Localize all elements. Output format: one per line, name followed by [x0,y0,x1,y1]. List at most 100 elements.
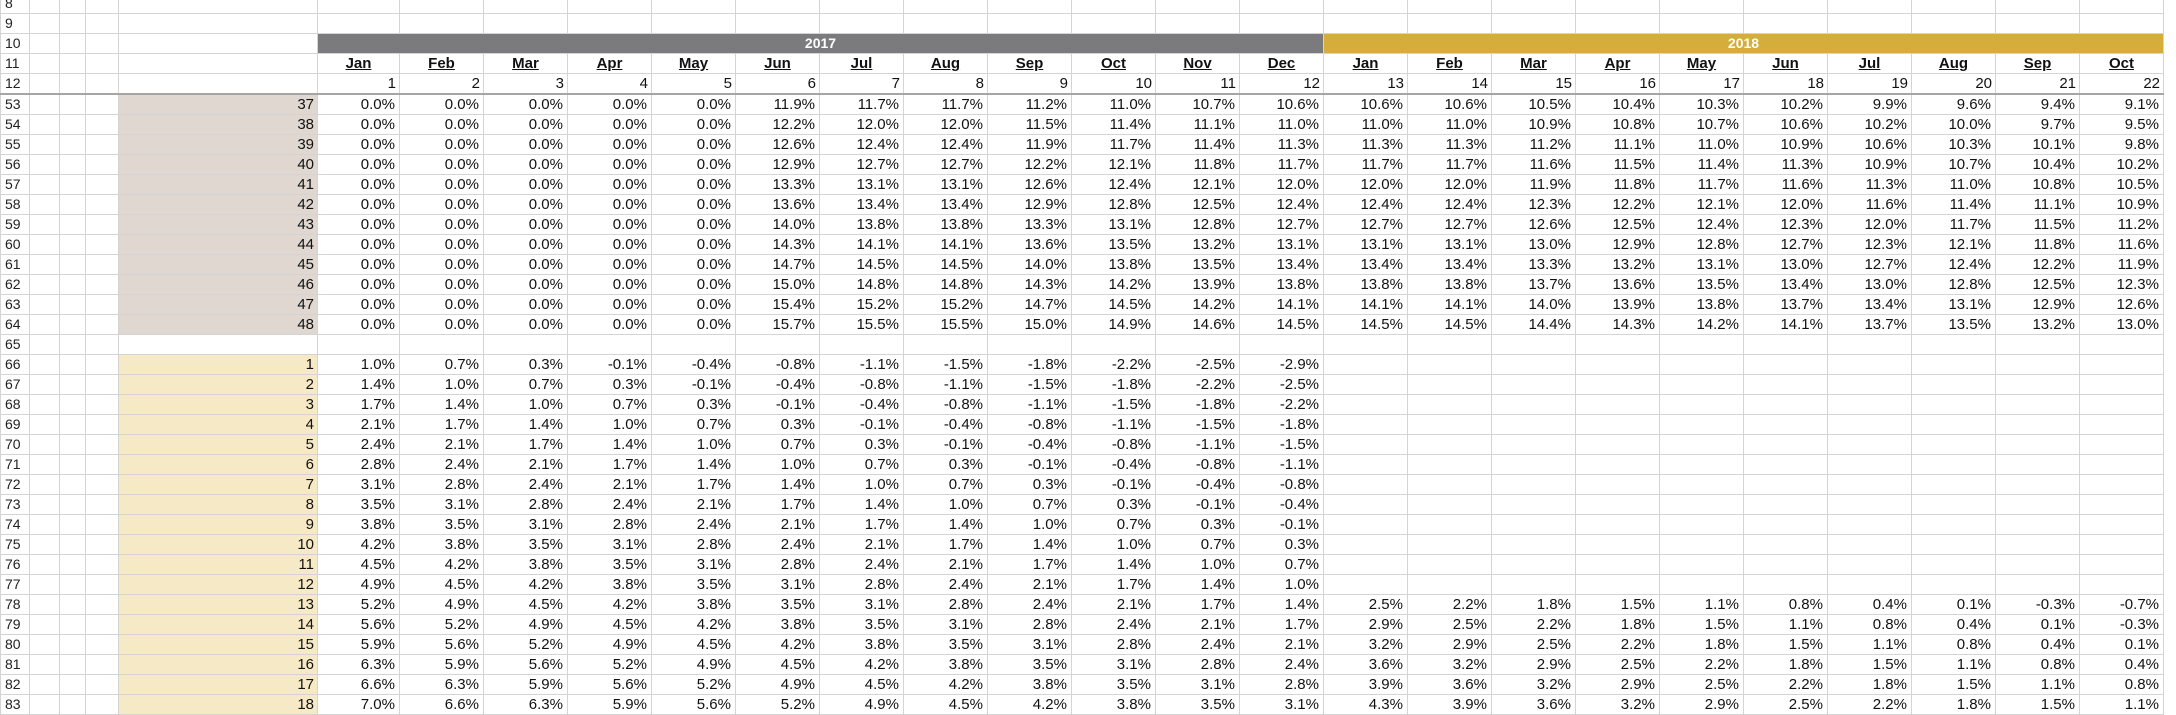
value-cell[interactable] [1995,394,2080,415]
value-cell[interactable]: 0.0% [399,294,484,315]
value-cell[interactable] [2079,534,2164,555]
value-cell[interactable]: 12.7% [1407,214,1492,235]
value-cell[interactable]: 3.5% [1071,674,1156,695]
cell[interactable] [85,114,119,135]
value-cell[interactable]: 4.5% [483,594,568,615]
value-cell[interactable]: 10.6% [1743,114,1828,135]
value-cell[interactable]: 1.7% [317,394,400,415]
value-cell[interactable] [1323,514,1408,535]
cell[interactable] [29,474,60,495]
row-label[interactable]: 7 [118,474,318,495]
value-cell[interactable] [1323,374,1408,395]
value-cell[interactable]: 0.0% [567,93,652,115]
value-cell[interactable]: -0.8% [1239,474,1324,495]
value-cell[interactable]: 10.4% [1995,154,2080,175]
value-cell[interactable]: 12.2% [1575,194,1660,215]
month-number[interactable]: 12 [1239,73,1324,95]
value-cell[interactable]: 11.5% [1575,154,1660,175]
value-cell[interactable]: 1.1% [1995,674,2080,695]
month-header[interactable]: Feb [399,53,484,74]
cell[interactable] [1743,0,1828,14]
value-cell[interactable]: 11.9% [2079,254,2164,275]
value-cell[interactable]: 2.5% [1491,634,1576,655]
cell[interactable] [29,214,60,235]
value-cell[interactable]: 3.5% [735,594,820,615]
row-header[interactable]: 77 [0,574,30,595]
cell[interactable] [85,674,119,695]
row-label[interactable]: 2 [118,374,318,395]
value-cell[interactable]: -1.5% [987,374,1072,395]
cell[interactable] [59,114,86,135]
value-cell[interactable]: 3.1% [483,514,568,535]
row-label[interactable]: 46 [118,274,318,295]
value-cell[interactable]: 12.0% [1827,214,1912,235]
value-cell[interactable]: 12.0% [1239,174,1324,195]
value-cell[interactable]: 4.9% [567,634,652,655]
value-cell[interactable]: 3.8% [987,674,1072,695]
value-cell[interactable] [1071,334,1156,355]
value-cell[interactable]: 12.1% [1155,174,1240,195]
value-cell[interactable] [1995,354,2080,375]
value-cell[interactable] [1995,334,2080,355]
month-header[interactable]: Jun [735,53,820,74]
value-cell[interactable]: -0.8% [735,354,820,375]
value-cell[interactable]: 0.3% [987,474,1072,495]
value-cell[interactable]: 1.0% [399,374,484,395]
value-cell[interactable] [1743,574,1828,595]
value-cell[interactable] [1575,414,1660,435]
value-cell[interactable]: -1.1% [1239,454,1324,475]
value-cell[interactable] [1491,534,1576,555]
value-cell[interactable]: -0.1% [567,354,652,375]
value-cell[interactable]: 0.0% [483,174,568,195]
month-number[interactable]: 1 [317,73,400,95]
value-cell[interactable]: 3.5% [819,614,904,635]
value-cell[interactable]: 0.0% [651,234,736,255]
value-cell[interactable]: 12.4% [1323,194,1408,215]
value-cell[interactable] [1575,534,1660,555]
value-cell[interactable]: 3.1% [1155,674,1240,695]
value-cell[interactable]: 14.6% [1155,314,1240,335]
value-cell[interactable]: 3.5% [567,554,652,575]
value-cell[interactable] [2079,434,2164,455]
cell[interactable] [29,33,60,54]
value-cell[interactable] [1827,534,1912,555]
row-header[interactable]: 78 [0,594,30,615]
cell[interactable] [118,33,318,54]
value-cell[interactable]: 0.0% [567,294,652,315]
value-cell[interactable]: 4.5% [399,574,484,595]
value-cell[interactable]: 2.8% [651,534,736,555]
value-cell[interactable]: 2.4% [903,574,988,595]
row-header[interactable]: 72 [0,474,30,495]
cell[interactable] [29,254,60,275]
row-label[interactable]: 11 [118,554,318,575]
cell[interactable] [317,13,400,34]
value-cell[interactable]: 1.4% [1155,574,1240,595]
value-cell[interactable]: 12.3% [1491,194,1576,215]
value-cell[interactable]: 11.5% [987,114,1072,135]
value-cell[interactable]: 10.8% [1575,114,1660,135]
row-header[interactable]: 65 [0,334,30,355]
value-cell[interactable]: 3.1% [317,474,400,495]
value-cell[interactable]: 12.4% [1659,214,1744,235]
value-cell[interactable]: 0.0% [399,274,484,295]
cell[interactable] [567,13,652,34]
value-cell[interactable]: 12.9% [987,194,1072,215]
value-cell[interactable]: -0.4% [819,394,904,415]
value-cell[interactable]: 4.2% [651,614,736,635]
cell[interactable] [85,13,119,34]
value-cell[interactable] [1743,474,1828,495]
value-cell[interactable] [1743,374,1828,395]
value-cell[interactable]: 3.8% [1071,694,1156,715]
cell[interactable] [1911,13,1996,34]
value-cell[interactable]: 0.0% [483,214,568,235]
cell[interactable] [59,0,86,14]
value-cell[interactable]: 10.9% [1743,134,1828,155]
value-cell[interactable]: 11.7% [1911,214,1996,235]
value-cell[interactable]: 1.4% [819,494,904,515]
value-cell[interactable]: 2.8% [819,574,904,595]
month-header[interactable]: Oct [1071,53,1156,74]
value-cell[interactable] [2079,334,2164,355]
value-cell[interactable]: 13.3% [735,174,820,195]
value-cell[interactable]: 2.4% [567,494,652,515]
value-cell[interactable]: 13.8% [819,214,904,235]
